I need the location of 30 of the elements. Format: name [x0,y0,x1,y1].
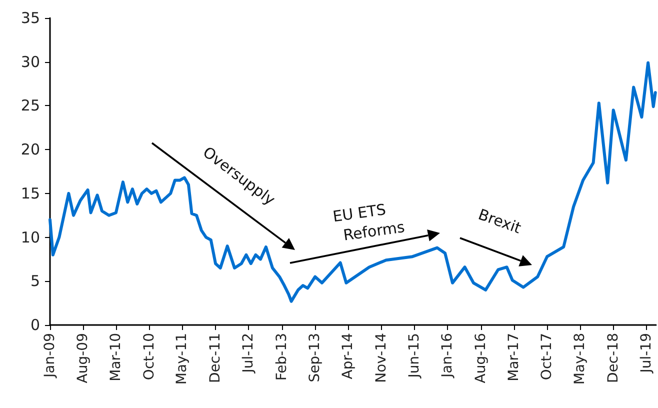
x-tick-label: Jan-16 [440,332,456,378]
x-tick-label: Mar-17 [506,333,522,382]
x-tick-label: May-18 [572,333,588,385]
line-series [48,61,657,303]
y-tick-label: 15 [20,184,40,202]
x-tick-label: Apr-14 [340,332,356,380]
x-tick-label: Aug-09 [74,333,91,384]
x-tick-label: Feb-13 [274,333,290,381]
y-tick-label: 30 [20,52,40,71]
x-tick-label: Dec-11 [208,333,224,383]
x-tick-label: Jul-19 [638,333,654,374]
x-tick-label: Dec-18 [605,333,622,383]
x-tick-label: May-11 [174,333,190,385]
x-tick-label: Jun-15 [406,333,422,379]
x-tick-label: Jan-09 [42,333,58,378]
x-tick-label: Mar-10 [108,333,124,382]
x-tick-label: Jul-12 [240,333,257,374]
x-tick-label: Sep-13 [307,333,324,382]
y-tick-label: 25 [20,96,40,115]
y-tick-label: 5 [30,272,40,290]
y-tick-label: 10 [20,228,40,246]
y-tick-label: 20 [20,140,40,159]
y-tick-label: 0 [30,316,40,334]
annotation: EU ETS Reforms [332,200,406,244]
y-tick-label: 35 [20,9,40,27]
x-tick-label: Aug-16 [472,332,489,384]
x-tick-label: Oct-10 [141,333,158,380]
annotation: Brexit [476,205,524,238]
x-tick-label: Oct-17 [539,333,556,380]
x-tick-label: Nov-14 [373,332,390,383]
